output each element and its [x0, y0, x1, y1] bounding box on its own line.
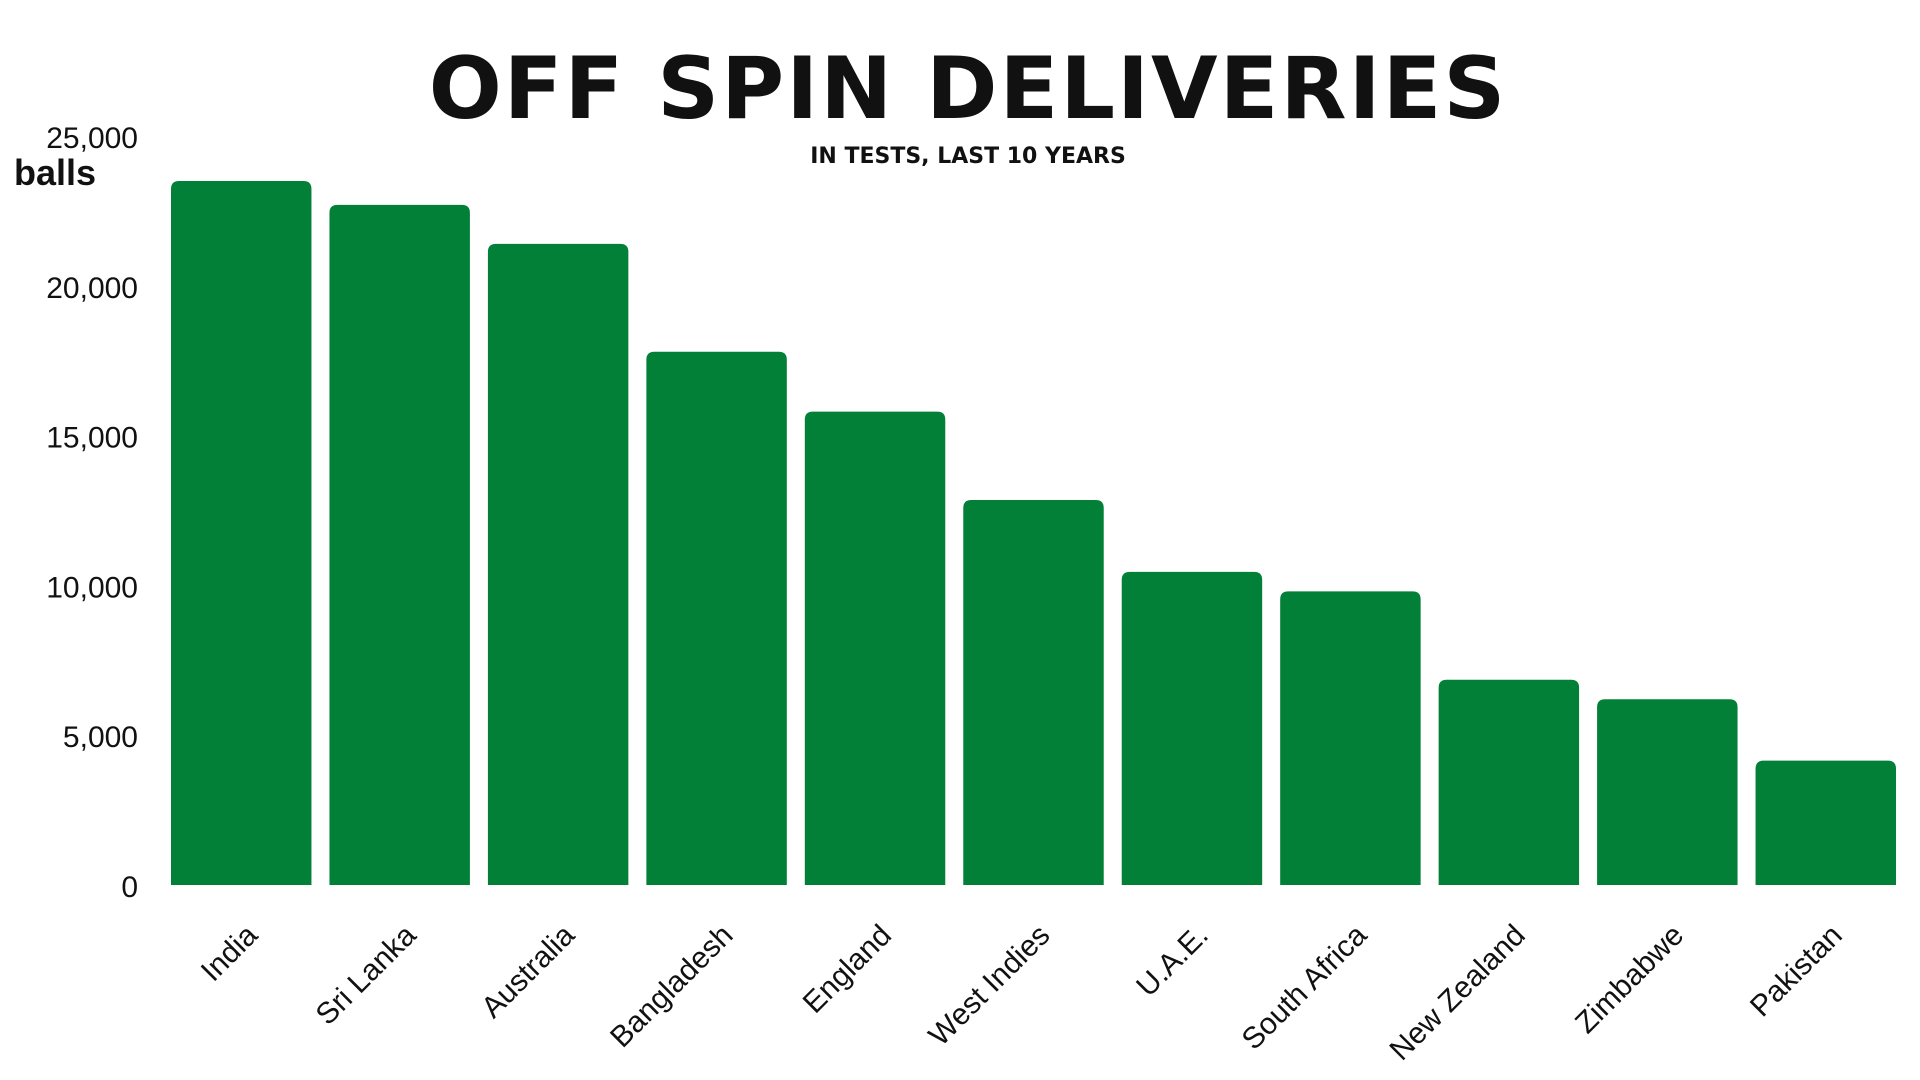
x-tick-label: New Zealand [1383, 919, 1531, 1067]
bar-bangladesh [646, 351, 787, 885]
bar-england [804, 411, 946, 885]
bar-australia [487, 243, 629, 885]
y-axis: 0 5,000 10,000 15,000 20,000 25,000 [46, 122, 138, 904]
bar-west-indies [963, 500, 1104, 885]
x-tick-label: Bangladesh [604, 919, 739, 1054]
y-tick-label: 5,000 [63, 721, 138, 754]
bar-zimbabwe [1597, 699, 1738, 885]
y-tick-label: 15,000 [46, 422, 138, 455]
x-tick-label: India [195, 918, 265, 988]
x-tick-label: Sri Lanka [310, 918, 423, 1031]
x-tick-label: England [797, 919, 898, 1020]
x-tick-label: West Indies [923, 919, 1057, 1053]
chart-title: OFF SPIN DELIVERIES [429, 39, 1508, 139]
x-tick-label: Zimbabwe [1569, 919, 1690, 1040]
y-axis-label: balls [14, 152, 96, 193]
x-tick-label: Australia [475, 918, 581, 1024]
x-tick-label: Pakistan [1744, 919, 1849, 1024]
bar-new-zealand [1438, 679, 1580, 885]
y-tick-label: 10,000 [46, 571, 138, 604]
y-tick-label: 20,000 [46, 272, 138, 305]
bar-south-africa [1280, 591, 1421, 885]
chart-subtitle: IN TESTS, LAST 10 YEARS [810, 144, 1126, 169]
bar-u-a-e [1121, 571, 1263, 885]
x-axis: India Sri Lanka Australia Bangladesh England… [195, 918, 1849, 1067]
bar-pakistan [1755, 760, 1896, 885]
x-tick-label: South Africa [1236, 918, 1374, 1056]
y-tick-label: 25,000 [46, 122, 138, 155]
y-tick-label: 0 [121, 871, 138, 904]
bars-group [171, 180, 1896, 885]
bar-india [171, 180, 312, 885]
bar-sri-lanka [329, 204, 470, 885]
x-tick-label: U.A.E. [1130, 919, 1215, 1004]
